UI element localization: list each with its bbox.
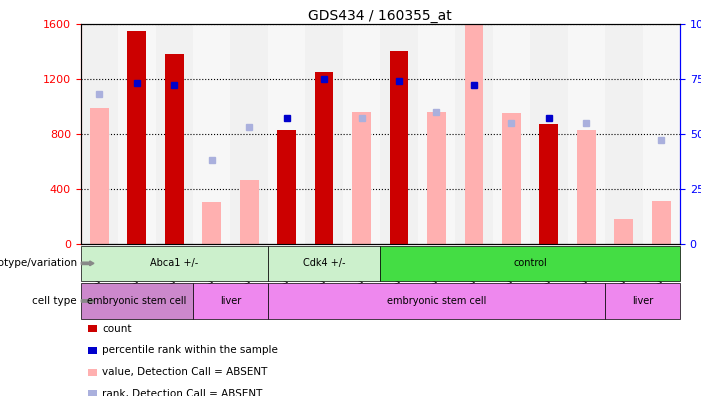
Text: embryonic stem cell: embryonic stem cell [387,296,486,306]
Text: Cdk4 +/-: Cdk4 +/- [303,258,346,268]
Text: value, Detection Call = ABSENT: value, Detection Call = ABSENT [102,367,268,377]
Text: liver: liver [220,296,241,306]
FancyBboxPatch shape [605,24,643,244]
Bar [540,124,558,244]
FancyBboxPatch shape [268,24,306,244]
Bar [278,129,296,244]
Bar [614,219,633,244]
FancyBboxPatch shape [231,24,268,244]
Bar [652,201,671,244]
Bar [577,129,596,244]
FancyBboxPatch shape [343,24,381,244]
Bar [390,51,409,244]
Bar [502,113,521,244]
FancyBboxPatch shape [306,24,343,244]
Text: cell type: cell type [32,296,77,306]
Bar [90,108,109,244]
FancyBboxPatch shape [81,24,118,244]
Bar [465,25,483,244]
Title: GDS434 / 160355_at: GDS434 / 160355_at [308,9,452,23]
Bar [240,180,259,244]
Bar [427,112,446,244]
FancyBboxPatch shape [193,24,231,244]
Bar [128,30,147,244]
FancyBboxPatch shape [493,24,530,244]
Text: rank, Detection Call = ABSENT: rank, Detection Call = ABSENT [102,389,263,396]
FancyBboxPatch shape [418,24,455,244]
Text: percentile rank within the sample: percentile rank within the sample [102,345,278,356]
Bar [315,72,334,244]
Text: count: count [102,324,132,334]
FancyBboxPatch shape [643,24,680,244]
Text: control: control [513,258,547,268]
FancyBboxPatch shape [156,24,193,244]
Text: embryonic stem cell: embryonic stem cell [87,296,186,306]
Bar [165,54,184,244]
Bar [203,202,221,244]
Text: genotype/variation: genotype/variation [0,258,77,268]
FancyBboxPatch shape [530,24,568,244]
FancyBboxPatch shape [568,24,605,244]
FancyBboxPatch shape [118,24,156,244]
Text: liver: liver [632,296,653,306]
Text: Abca1 +/-: Abca1 +/- [150,258,198,268]
FancyBboxPatch shape [381,24,418,244]
FancyBboxPatch shape [455,24,493,244]
Bar [352,112,371,244]
